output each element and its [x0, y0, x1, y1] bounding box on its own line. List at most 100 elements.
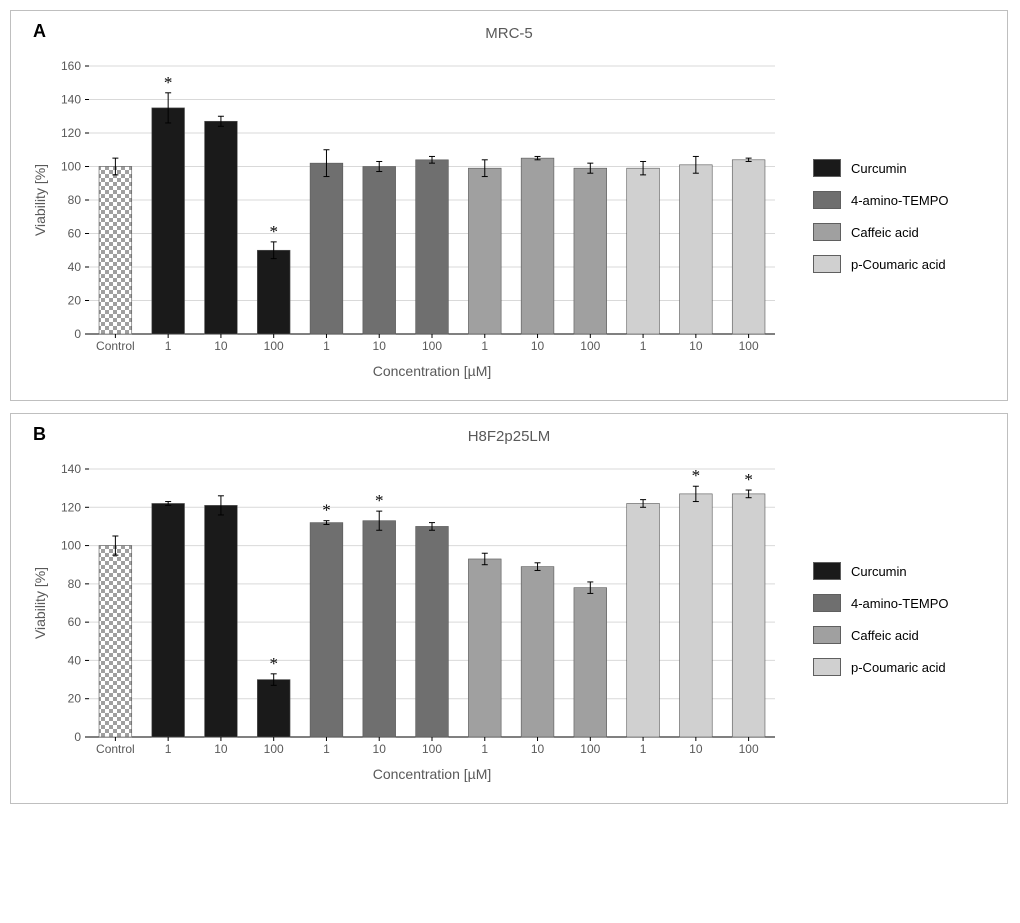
legend-item: p-Coumaric acid — [813, 658, 993, 676]
svg-text:10: 10 — [214, 339, 228, 353]
svg-text:*: * — [269, 222, 278, 241]
legend-item: Curcumin — [813, 159, 993, 177]
legend-swatch — [813, 191, 841, 209]
bar — [310, 163, 343, 334]
panel-letter: A — [33, 21, 46, 42]
svg-text:Concentration [µM]: Concentration [µM] — [373, 766, 492, 782]
svg-text:*: * — [322, 501, 331, 520]
svg-text:10: 10 — [373, 742, 387, 756]
legend-label: Caffeic acid — [851, 628, 919, 643]
bar — [521, 567, 554, 737]
legend-item: 4-amino-TEMPO — [813, 191, 993, 209]
legend-swatch — [813, 626, 841, 644]
svg-text:*: * — [692, 466, 701, 485]
panel: AMRC-5020406080100120140160Control*110*1… — [10, 10, 1008, 401]
svg-text:1: 1 — [481, 742, 488, 756]
legend-label: Caffeic acid — [851, 225, 919, 240]
svg-text:Viability [%]: Viability [%] — [32, 567, 48, 639]
svg-text:140: 140 — [61, 93, 81, 107]
bar — [152, 503, 185, 737]
bar — [521, 158, 554, 334]
svg-text:1: 1 — [323, 339, 330, 353]
legend-label: 4-amino-TEMPO — [851, 596, 949, 611]
legend-item: p-Coumaric acid — [813, 255, 993, 273]
svg-text:*: * — [375, 491, 384, 510]
legend-label: p-Coumaric acid — [851, 660, 946, 675]
legend: Curcumin 4-amino-TEMPO Caffeic acid p-Couma… — [805, 449, 993, 789]
svg-text:60: 60 — [68, 227, 82, 241]
svg-text:160: 160 — [61, 59, 81, 73]
legend-item: Curcumin — [813, 562, 993, 580]
svg-text:1: 1 — [165, 339, 172, 353]
bar — [257, 680, 290, 737]
legend-item: 4-amino-TEMPO — [813, 594, 993, 612]
svg-text:1: 1 — [640, 742, 647, 756]
svg-text:100: 100 — [739, 742, 759, 756]
legend-label: Curcumin — [851, 564, 907, 579]
svg-text:100: 100 — [580, 742, 600, 756]
bar — [99, 546, 132, 737]
svg-text:100: 100 — [61, 160, 81, 174]
svg-text:10: 10 — [531, 339, 545, 353]
svg-text:100: 100 — [739, 339, 759, 353]
svg-text:10: 10 — [531, 742, 545, 756]
bar — [363, 167, 396, 335]
legend-swatch — [813, 658, 841, 676]
bar — [416, 526, 449, 737]
svg-text:1: 1 — [481, 339, 488, 353]
svg-text:1: 1 — [640, 339, 647, 353]
svg-text:10: 10 — [689, 339, 703, 353]
chart: 020406080100120140Control110*100*1*10100… — [25, 449, 805, 789]
legend-swatch — [813, 562, 841, 580]
svg-text:0: 0 — [74, 730, 81, 744]
bar — [468, 559, 501, 737]
svg-text:20: 20 — [68, 294, 82, 308]
panel-letter: B — [33, 424, 46, 445]
legend-swatch — [813, 255, 841, 273]
svg-text:100: 100 — [264, 742, 284, 756]
svg-text:Viability [%]: Viability [%] — [32, 164, 48, 236]
svg-text:120: 120 — [61, 126, 81, 140]
panel: BH8F2p25LM020406080100120140Control110*1… — [10, 413, 1008, 804]
panel-title: MRC-5 — [25, 25, 993, 42]
bar — [152, 108, 185, 334]
svg-text:140: 140 — [61, 462, 81, 476]
svg-text:100: 100 — [61, 539, 81, 553]
bar — [310, 523, 343, 737]
legend: Curcumin 4-amino-TEMPO Caffeic acid p-Couma… — [805, 46, 993, 386]
bar — [679, 165, 712, 334]
svg-text:100: 100 — [422, 339, 442, 353]
bar — [205, 505, 238, 737]
svg-text:10: 10 — [689, 742, 703, 756]
svg-text:20: 20 — [68, 692, 82, 706]
svg-text:1: 1 — [323, 742, 330, 756]
legend-swatch — [813, 159, 841, 177]
legend-label: p-Coumaric acid — [851, 257, 946, 272]
svg-text:*: * — [269, 654, 278, 673]
bar — [574, 168, 607, 334]
svg-text:40: 40 — [68, 653, 82, 667]
legend-item: Caffeic acid — [813, 626, 993, 644]
bar — [732, 160, 765, 334]
panel-title: H8F2p25LM — [25, 428, 993, 445]
chart: 020406080100120140160Control*110*1001101… — [25, 46, 805, 386]
bar — [732, 494, 765, 737]
bar — [257, 250, 290, 334]
svg-text:Control: Control — [96, 742, 135, 756]
svg-text:120: 120 — [61, 500, 81, 514]
svg-text:Control: Control — [96, 339, 135, 353]
bar — [468, 168, 501, 334]
svg-text:100: 100 — [422, 742, 442, 756]
svg-text:*: * — [164, 73, 173, 92]
bar — [99, 167, 132, 335]
svg-text:*: * — [744, 470, 753, 489]
bar — [205, 121, 238, 334]
legend-swatch — [813, 594, 841, 612]
svg-text:100: 100 — [264, 339, 284, 353]
svg-text:100: 100 — [580, 339, 600, 353]
svg-text:0: 0 — [74, 327, 81, 341]
legend-item: Caffeic acid — [813, 223, 993, 241]
bar — [574, 588, 607, 737]
bar — [679, 494, 712, 737]
bar — [627, 503, 660, 737]
